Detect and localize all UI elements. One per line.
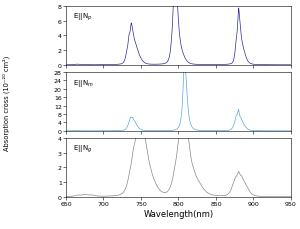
Text: E||N$_p$: E||N$_p$ [73, 11, 92, 23]
X-axis label: Wavelength(nm): Wavelength(nm) [143, 209, 214, 218]
Text: E||N$_g$: E||N$_g$ [73, 143, 92, 154]
Text: E||N$_m$: E||N$_m$ [73, 77, 94, 88]
Text: Absorption cross (10⁻²⁰ cm²): Absorption cross (10⁻²⁰ cm²) [2, 56, 10, 150]
